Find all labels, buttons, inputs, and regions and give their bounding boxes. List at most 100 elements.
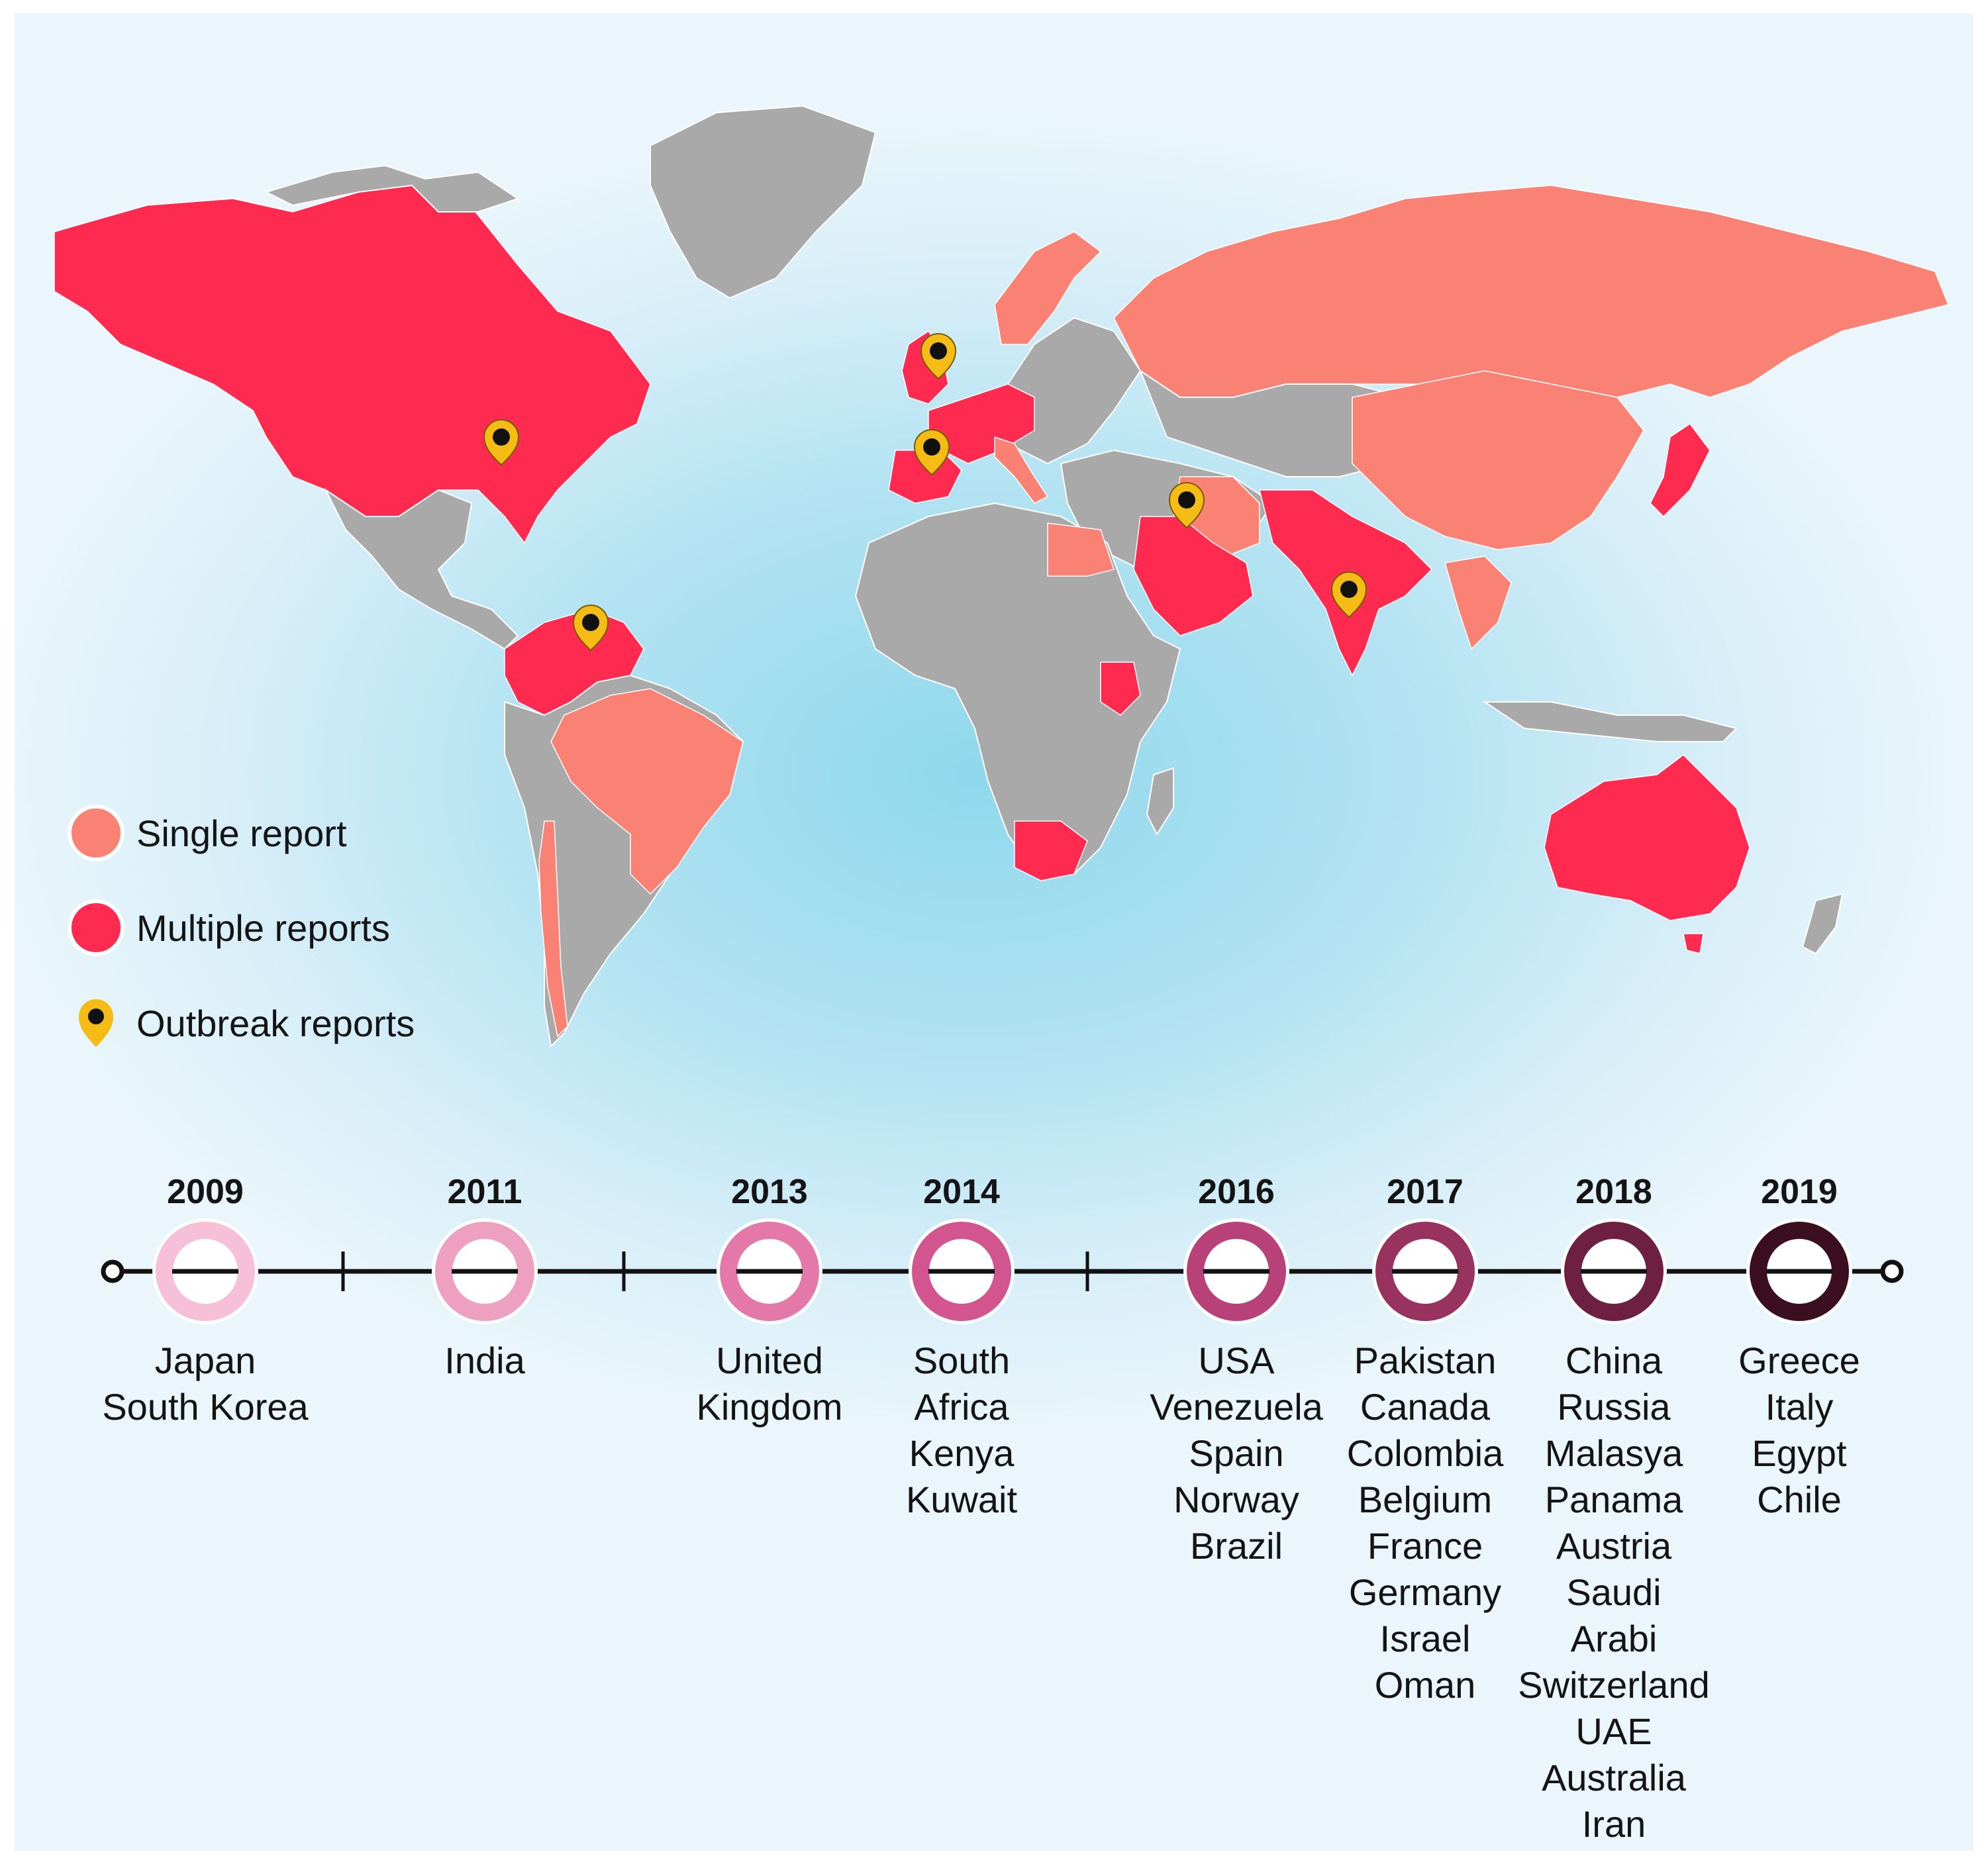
country-label: Austria [1556, 1525, 1672, 1567]
country-label: Venezuela [1150, 1386, 1323, 1428]
italy [994, 436, 1049, 504]
timeline-year-2013: 2013 [731, 1173, 808, 1211]
arctic-islands [264, 164, 520, 213]
timeline-axis [101, 1218, 1904, 1324]
timeline: 2009 Japan South Korea 2011 India 2013 United K… [15, 13, 1973, 1851]
egypt [1047, 522, 1115, 577]
timeline-countries-2018: China Russia Malasya Panama Austria Saudi Arab… [1518, 1338, 1709, 1847]
country-label: United [716, 1340, 823, 1381]
country-label: Russia [1557, 1386, 1671, 1428]
outbreak-pin-india [1330, 571, 1367, 618]
indonesia [1482, 701, 1738, 742]
multiple-reports-swatch [68, 899, 124, 956]
timeline-ring-2011 [435, 1222, 534, 1321]
timeline-countries-2014: South Africa Kenya Kuwait [906, 1338, 1017, 1523]
country-label: UAE [1575, 1710, 1652, 1752]
country-label: Italy [1765, 1386, 1834, 1428]
timeline-year-2019: 2019 [1761, 1173, 1838, 1211]
legend-multiple: Multiple reports [68, 899, 390, 956]
timeline-countries-2019: Greece Italy Egypt Chile [1738, 1338, 1860, 1523]
country-label: Switzerland [1518, 1664, 1710, 1706]
country-label: France [1367, 1525, 1483, 1567]
timeline-countries-2011: India [444, 1338, 524, 1384]
legend-single: Single report [68, 805, 347, 861]
country-label: Japan [154, 1340, 256, 1381]
greenland [650, 105, 877, 299]
country-label: China [1565, 1340, 1663, 1381]
timeline-start-cap [101, 1259, 124, 1283]
outbreak-pin-spain [913, 429, 950, 476]
timeline-countries-2013: United Kingdom [696, 1338, 842, 1430]
country-label: Greece [1738, 1340, 1860, 1381]
country-label: Israel [1379, 1618, 1471, 1659]
outbreak-pin-usa [483, 419, 520, 466]
country-label: Spain [1189, 1432, 1284, 1474]
single-report-swatch [68, 805, 124, 861]
timeline-year-2009: 2009 [167, 1173, 244, 1211]
country-label: Brazil [1189, 1525, 1283, 1567]
timeline-year-2016: 2016 [1198, 1173, 1275, 1211]
outbreak-pin-uk [920, 333, 957, 380]
chile [538, 820, 568, 1038]
outbreak-pin-kuwait [1168, 482, 1205, 529]
timeline-ring-2013 [720, 1222, 819, 1321]
country-label: Belgium [1358, 1479, 1493, 1520]
country-label: Arabi [1570, 1618, 1658, 1659]
world-map [54, 105, 1950, 1048]
country-label: Panama [1544, 1479, 1683, 1520]
kenya [1100, 662, 1141, 716]
timeline-year-2014: 2014 [923, 1173, 1000, 1211]
outbreak-pin-venezuela [572, 605, 609, 652]
south-africa [1014, 820, 1088, 881]
country-label: Kenya [909, 1432, 1015, 1474]
country-label: Norway [1173, 1479, 1299, 1520]
saudi-arabia [1133, 516, 1254, 636]
country-label: Pakistan [1354, 1340, 1497, 1381]
country-label: Chile [1757, 1479, 1842, 1520]
country-label: Egypt [1752, 1432, 1847, 1474]
timeline-ring-2017 [1375, 1222, 1475, 1321]
timeline-year-2018: 2018 [1575, 1173, 1652, 1211]
legend-outbreak: Outbreak reports [68, 995, 415, 1052]
country-label: Canada [1360, 1386, 1491, 1428]
country-label: Germany [1348, 1571, 1502, 1613]
country-label: Kuwait [905, 1479, 1018, 1520]
mexico-central-america [324, 488, 519, 650]
madagascar [1146, 767, 1174, 836]
country-label: Colombia [1346, 1432, 1504, 1474]
timeline-ring-2016 [1187, 1222, 1286, 1321]
timeline-countries-2017: Pakistan Canada Colombia Belgium France Germa… [1347, 1338, 1504, 1708]
country-label: Oman [1374, 1664, 1476, 1706]
australia [1544, 754, 1750, 921]
timeline-countries-2016: USA Venezuela Spain Norway Brazil [1150, 1338, 1323, 1569]
china [1352, 370, 1644, 550]
country-label: Malasya [1544, 1432, 1683, 1474]
tasmania [1683, 933, 1704, 954]
country-label: Kingdom [696, 1386, 843, 1428]
legend-single-label: Single report [136, 812, 347, 854]
timeline-ring-2018 [1564, 1222, 1664, 1321]
country-label: Africa [914, 1386, 1009, 1428]
timeline-year-2011: 2011 [447, 1173, 522, 1211]
country-label: Saudi [1566, 1571, 1662, 1613]
country-label: USA [1198, 1340, 1275, 1381]
timeline-ring-2009 [156, 1222, 255, 1321]
southeast-asia [1444, 556, 1512, 650]
legend-multiple-label: Multiple reports [136, 907, 390, 949]
country-label: Iran [1581, 1803, 1646, 1845]
japan [1650, 422, 1711, 518]
figure-panel: Single report Multiple reports Outbreak … [15, 13, 1973, 1851]
timeline-ring-2014 [912, 1222, 1011, 1321]
timeline-ring-2019 [1750, 1222, 1849, 1321]
timeline-end-cap [1880, 1259, 1904, 1283]
brazil [550, 688, 744, 895]
map-pin-icon [68, 995, 124, 1052]
norway [994, 231, 1102, 345]
country-label: South Korea [102, 1386, 309, 1428]
country-label: South [913, 1340, 1011, 1381]
new-zealand [1801, 893, 1844, 955]
country-label: Australia [1542, 1757, 1686, 1798]
timeline-year-2017: 2017 [1387, 1173, 1464, 1211]
timeline-countries-2009: Japan South Korea [102, 1338, 308, 1430]
legend-outbreak-label: Outbreak reports [136, 1002, 415, 1044]
